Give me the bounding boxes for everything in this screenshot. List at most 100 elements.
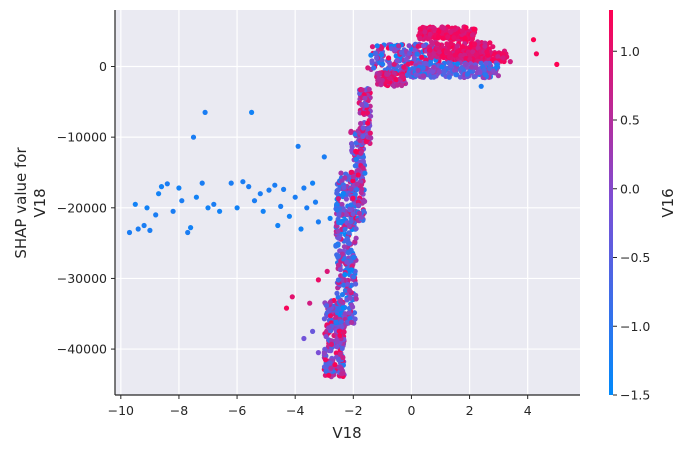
data-point xyxy=(153,212,159,218)
data-point xyxy=(348,267,354,273)
data-point xyxy=(353,235,359,241)
data-point xyxy=(353,156,359,162)
data-point xyxy=(337,267,343,273)
data-point xyxy=(393,77,399,83)
data-point xyxy=(426,51,433,58)
data-point xyxy=(481,67,487,73)
data-point xyxy=(188,225,194,231)
data-point xyxy=(348,169,354,175)
data-point xyxy=(339,292,346,298)
data-point xyxy=(295,143,301,149)
data-point xyxy=(205,205,211,211)
data-point xyxy=(336,328,342,334)
data-point xyxy=(396,43,402,49)
y-tick-label: 0 xyxy=(99,59,107,74)
data-point xyxy=(346,310,352,316)
data-point xyxy=(336,235,342,241)
data-point xyxy=(459,44,466,50)
data-point xyxy=(360,165,366,171)
data-point xyxy=(490,44,496,50)
data-point xyxy=(427,60,434,66)
data-point xyxy=(338,170,344,176)
x-tick-label: 0 xyxy=(407,403,415,418)
data-point xyxy=(379,57,385,63)
data-point xyxy=(533,51,540,57)
data-point xyxy=(369,44,376,50)
data-point xyxy=(135,226,141,232)
data-point xyxy=(490,68,496,74)
data-point xyxy=(371,65,377,71)
data-point xyxy=(228,180,234,186)
data-point xyxy=(266,187,272,193)
data-point xyxy=(343,196,349,202)
data-point xyxy=(348,219,354,225)
data-point xyxy=(464,71,470,77)
data-point xyxy=(454,43,460,49)
data-point xyxy=(278,203,284,209)
data-point xyxy=(359,102,365,108)
data-point xyxy=(344,235,350,241)
data-point xyxy=(431,64,437,70)
y-axis-label-line1: SHAP value for xyxy=(12,147,30,259)
data-point xyxy=(427,31,433,37)
data-point xyxy=(482,43,488,49)
data-point xyxy=(179,198,185,204)
data-point xyxy=(333,319,339,325)
data-point xyxy=(328,348,334,354)
y-tick-label: −30000 xyxy=(57,271,107,286)
data-point xyxy=(500,55,506,61)
data-point xyxy=(348,186,354,192)
data-point xyxy=(358,190,364,196)
data-point xyxy=(469,32,476,38)
x-tick-label: −2 xyxy=(344,403,362,418)
colorbar-tick-label: −1.5 xyxy=(620,388,650,403)
data-point xyxy=(345,250,351,256)
data-point xyxy=(275,222,281,229)
data-point xyxy=(158,184,165,190)
data-point xyxy=(350,304,356,310)
data-point xyxy=(353,140,359,146)
data-point xyxy=(407,50,413,56)
data-point xyxy=(345,240,351,246)
data-point xyxy=(342,287,349,293)
data-point xyxy=(367,130,373,136)
data-point xyxy=(399,49,405,56)
x-axis-label: V18 xyxy=(332,424,361,442)
colorbar-tick-label: 1.0 xyxy=(620,44,640,59)
x-tick-label: −6 xyxy=(228,403,246,418)
data-point xyxy=(240,179,246,185)
data-point xyxy=(357,137,363,144)
data-point xyxy=(374,43,380,49)
data-point xyxy=(337,332,343,339)
data-point xyxy=(315,219,321,225)
x-tick-label: −4 xyxy=(286,403,304,418)
data-point xyxy=(446,54,452,60)
data-point xyxy=(376,72,382,78)
data-point xyxy=(164,181,170,187)
data-point xyxy=(394,82,400,88)
data-point xyxy=(156,191,162,197)
data-point xyxy=(193,194,199,200)
data-point xyxy=(351,274,357,280)
data-point xyxy=(324,268,330,274)
data-point xyxy=(436,49,443,55)
data-point xyxy=(471,74,477,80)
y-tick-label: −10000 xyxy=(57,130,107,145)
data-point xyxy=(346,287,353,293)
data-point xyxy=(487,40,493,46)
data-point xyxy=(332,362,338,368)
data-point xyxy=(365,65,371,71)
data-point xyxy=(170,208,176,214)
data-point xyxy=(292,194,298,200)
data-point xyxy=(399,73,405,79)
data-point xyxy=(321,316,327,322)
data-point xyxy=(335,294,341,300)
data-point xyxy=(451,35,457,41)
data-point xyxy=(350,195,356,201)
data-point xyxy=(470,49,476,55)
data-point xyxy=(336,219,342,226)
data-point xyxy=(358,120,364,127)
data-point xyxy=(354,181,360,187)
data-point xyxy=(353,281,359,287)
data-point xyxy=(343,211,349,217)
